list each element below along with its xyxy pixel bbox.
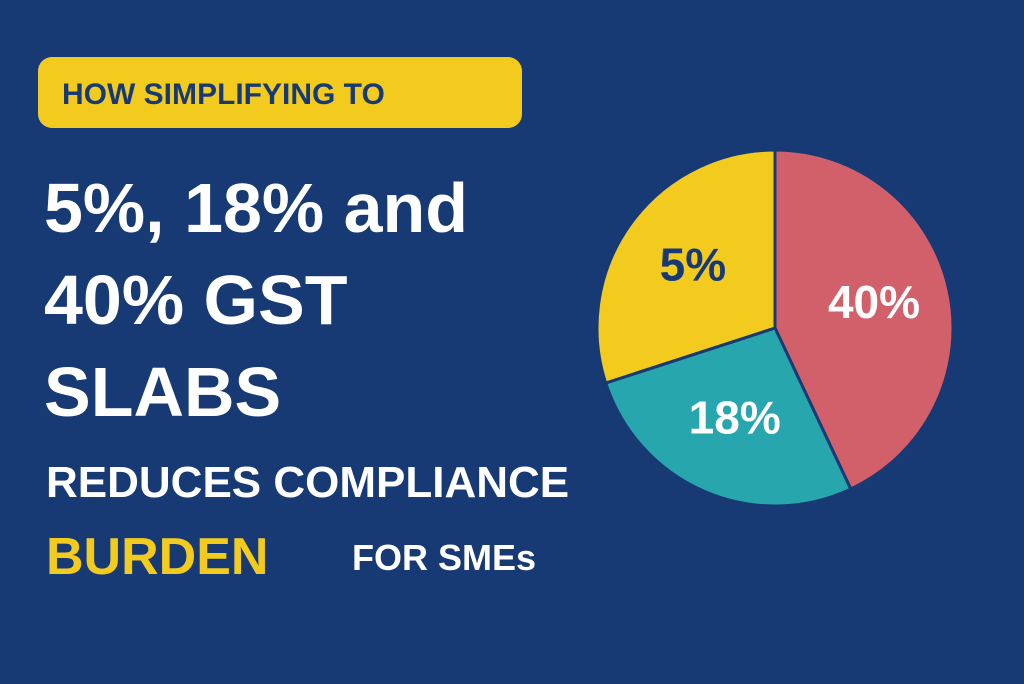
pie: 40% 18% 5% — [595, 148, 955, 508]
headline: SLABS — [44, 353, 281, 431]
pie-slice — [603, 326, 853, 508]
badge-text: HOW SIMPLIFYING TO — [62, 78, 385, 111]
subline: REDUCES COMPLIANCE — [46, 458, 569, 507]
headline: 40% GST — [44, 261, 347, 339]
tail: FOR SMEs — [352, 537, 536, 578]
slice-label: 18% — [689, 391, 781, 443]
highlight: BURDEN — [46, 528, 268, 586]
slice-label: 40% — [828, 276, 920, 328]
pie-slice — [773, 148, 955, 492]
badge — [38, 57, 522, 128]
headline: 5%, 18% and — [44, 169, 468, 247]
slice-label: 5% — [660, 239, 726, 291]
pie-slice — [595, 148, 777, 385]
